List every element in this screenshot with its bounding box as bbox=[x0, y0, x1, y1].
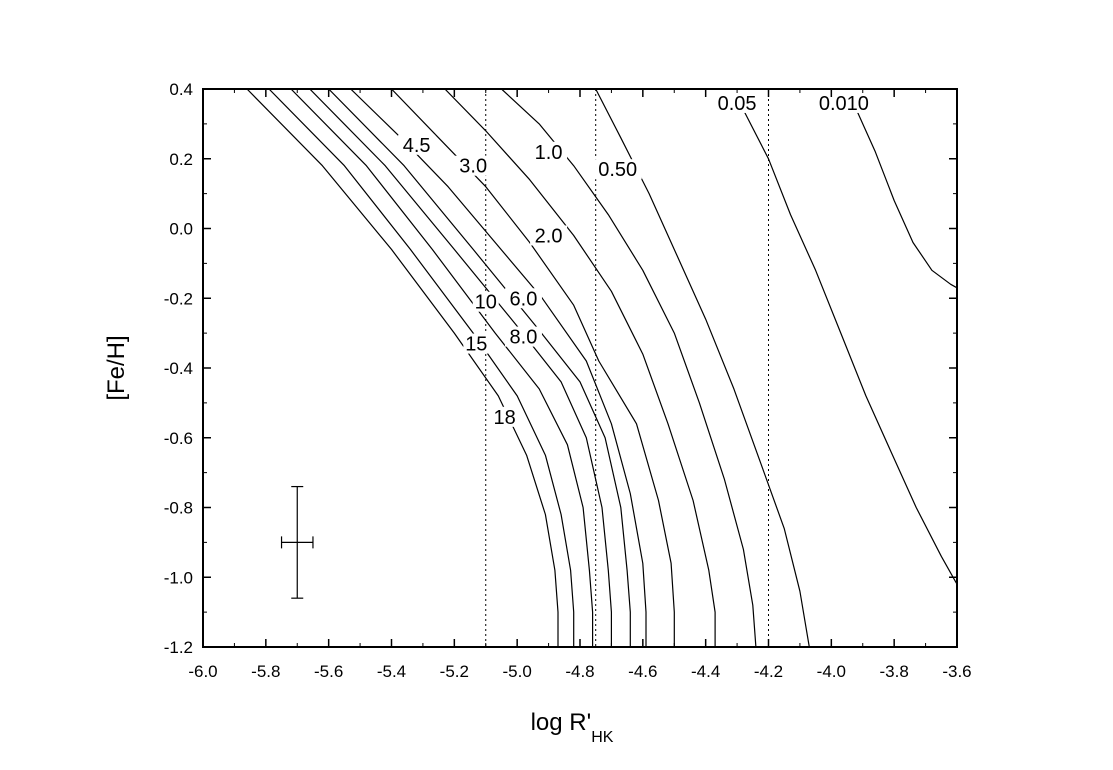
contour-line bbox=[855, 109, 957, 289]
contour-label-background bbox=[530, 141, 568, 162]
contour-label: 6.0 bbox=[510, 288, 538, 310]
contour-label: 3.0 bbox=[459, 156, 487, 178]
contour-label-background bbox=[814, 92, 874, 113]
contour-line bbox=[290, 89, 594, 647]
y-tick-label: 0.2 bbox=[169, 150, 193, 169]
x-tick-label: -5.2 bbox=[440, 662, 469, 681]
y-tick-label: -1.2 bbox=[164, 638, 193, 657]
x-tick-label: -5.8 bbox=[251, 662, 280, 681]
x-tick-label: -4.8 bbox=[565, 662, 594, 681]
x-tick-label: -6.0 bbox=[188, 662, 217, 681]
contour-label-background bbox=[454, 155, 492, 176]
x-tick-label: -3.6 bbox=[942, 662, 971, 681]
contour-label-background bbox=[713, 92, 762, 113]
contour-labels: 18 15 10 8.0 6.0 4.5 3.0 2.0 1.0 0.50 0.05 0.010 bbox=[398, 92, 874, 429]
contour-label: 2.0 bbox=[535, 225, 563, 247]
contour-line bbox=[246, 89, 559, 647]
x-tick-label: -5.0 bbox=[503, 662, 532, 681]
contour-label: 0.05 bbox=[718, 93, 757, 115]
x-tick-label: -4.0 bbox=[817, 662, 846, 681]
reference-lines bbox=[485, 89, 769, 647]
contour-line bbox=[444, 89, 716, 647]
contour-label: 0.50 bbox=[598, 159, 637, 181]
y-tick-label: -0.4 bbox=[164, 359, 193, 378]
y-tick-label: 0.0 bbox=[169, 220, 193, 239]
contour-label: 10 bbox=[475, 292, 497, 314]
plot-frame bbox=[202, 88, 958, 648]
axes bbox=[202, 88, 958, 648]
x-axis-title-sub: HK bbox=[591, 729, 614, 746]
y-tick-label: -0.2 bbox=[164, 289, 193, 308]
x-tick-label: -5.4 bbox=[377, 662, 406, 681]
x-tick-label: -4.2 bbox=[754, 662, 783, 681]
contour-label-background bbox=[398, 134, 436, 155]
contour-label-background bbox=[593, 159, 642, 180]
contour-line bbox=[328, 89, 631, 647]
contour-label-background bbox=[504, 326, 542, 347]
contour-label-background bbox=[491, 406, 518, 427]
y-tick-label: -0.8 bbox=[164, 499, 193, 518]
contour-label: 0.010 bbox=[819, 93, 869, 115]
tick-labels: -6.0 -5.8 -5.6 -5.4 -5.2 -5.0 -4.8 -4.6 -4.4 -4.2… bbox=[164, 80, 972, 681]
x-tick-label: -5.6 bbox=[314, 662, 343, 681]
x-axis-title: log R'HK bbox=[531, 709, 614, 746]
contour-label: 8.0 bbox=[510, 327, 538, 349]
y-tick-label: 0.4 bbox=[169, 80, 193, 99]
contour-label: 15 bbox=[465, 334, 487, 356]
contour-line bbox=[742, 109, 957, 585]
x-axis-title-main: log R' bbox=[531, 709, 592, 736]
contour-label-background bbox=[530, 225, 568, 246]
contour-label: 1.0 bbox=[535, 142, 563, 164]
y-tick-label: -0.6 bbox=[164, 429, 193, 448]
y-axis-title: [Fe/H] bbox=[103, 335, 130, 400]
contour-label-background bbox=[463, 333, 490, 354]
y-tick-label: -1.0 bbox=[164, 568, 193, 587]
contour-label-background bbox=[472, 291, 499, 312]
contour-line bbox=[309, 89, 613, 647]
x-tick-label: -4.6 bbox=[628, 662, 657, 681]
contour-label-background bbox=[504, 288, 542, 309]
x-tick-label: -3.8 bbox=[880, 662, 909, 681]
contour-line bbox=[350, 89, 647, 647]
contour-label: 18 bbox=[493, 407, 515, 429]
contour-line bbox=[268, 89, 575, 647]
x-tick-label: -4.4 bbox=[691, 662, 720, 681]
contour-label: 4.5 bbox=[403, 135, 431, 157]
error-bar bbox=[280, 485, 314, 599]
